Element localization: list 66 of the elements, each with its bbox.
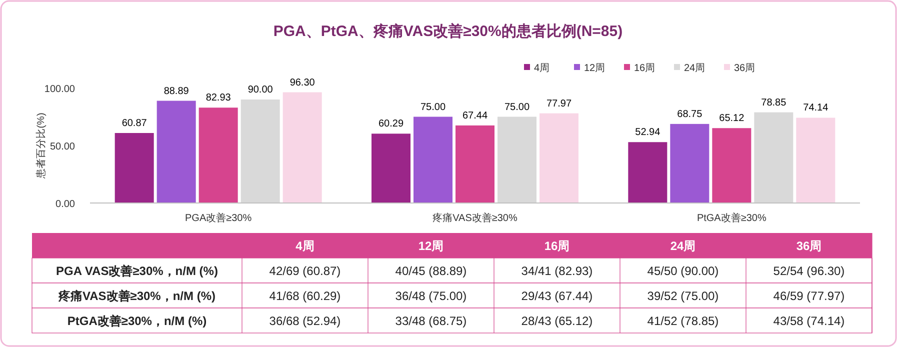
data-label: 96.30 [290, 77, 316, 88]
chart-title: PGA、PtGA、疼痛VAS改善≥30%的患者比例(N=85) [273, 22, 623, 40]
legend-label: 16周 [634, 63, 656, 74]
text: 29/43 (67.44) [521, 289, 593, 303]
data-label: 75.00 [504, 102, 530, 113]
y-tick-label: 50.00 [50, 142, 76, 152]
data-label: 60.87 [122, 118, 148, 129]
y-tick-label: 100.00 [44, 84, 76, 95]
bar [282, 92, 322, 203]
legend-label: 12周 [584, 63, 606, 74]
legend-label: 4周 [534, 63, 550, 74]
text: 36/68 (52.94) [269, 314, 341, 328]
text: 52/54 (96.30) [773, 264, 845, 278]
text: 36/48 (75.00) [395, 289, 467, 303]
x-tick-label: PGA改善≥30% [185, 212, 252, 224]
x-tick-label: 疼痛VAS改善≥30% [432, 212, 518, 224]
bar [540, 113, 578, 203]
y-axis-title: 患者百分比(%) [35, 112, 47, 180]
data-label: 60.29 [378, 118, 404, 130]
text: 46/59 (77.97) [773, 289, 845, 303]
data-label: 78.85 [761, 97, 787, 108]
data-label: 65.12 [719, 113, 745, 124]
data-label: 90.00 [248, 84, 274, 96]
bar [240, 100, 280, 203]
data-label: 88.89 [164, 86, 190, 97]
category-label: 12周 [418, 239, 444, 253]
legend-label: 24周 [684, 63, 706, 74]
text: 41/68 (60.29) [269, 289, 341, 303]
text: 33/48 (68.75) [395, 314, 467, 328]
bar [456, 125, 494, 203]
data-label: 77.97 [546, 98, 572, 110]
bar [114, 133, 154, 203]
bar [796, 118, 836, 203]
category-label: PGA VAS改善≥30%，n/M (%) [56, 264, 218, 278]
legend-label: 36周 [734, 63, 756, 74]
data-label: 74.14 [803, 102, 829, 114]
x-tick-label: PtGA改善≥30% [696, 212, 766, 224]
category-label: 16周 [544, 239, 570, 253]
text: 34/41 (82.93) [521, 264, 593, 278]
bar [498, 116, 536, 203]
text: 41/52 (78.85) [647, 314, 719, 328]
bar [754, 112, 794, 203]
bar [414, 116, 452, 203]
bar [670, 124, 710, 203]
bar [372, 134, 410, 203]
text: 45/50 (90.00) [647, 264, 719, 278]
data-label: 68.75 [677, 108, 703, 120]
text: 40/45 (88.89) [395, 264, 467, 278]
category-label: PtGA改善≥30%，n/M (%) [67, 314, 207, 328]
text: 39/52 (75.00) [647, 289, 719, 303]
bar [712, 128, 752, 203]
bar [198, 108, 238, 203]
data-label: 52.94 [635, 127, 661, 138]
bar [156, 100, 196, 203]
y-tick-label: 0.00 [56, 199, 76, 210]
bar [628, 142, 668, 203]
category-label: 36周 [796, 239, 822, 253]
data-label: 67.44 [462, 110, 488, 122]
data-label: 82.93 [206, 92, 232, 104]
category-label: 疼痛VAS改善≥30%，n/M (%) [58, 289, 216, 303]
data-label: 75.00 [420, 102, 446, 113]
category-label: 24周 [670, 239, 696, 253]
text: 28/43 (65.12) [521, 314, 593, 328]
text: 42/69 (60.87) [269, 264, 341, 278]
category-label: 4周 [296, 239, 314, 253]
text: 43/58 (74.14) [773, 314, 845, 328]
